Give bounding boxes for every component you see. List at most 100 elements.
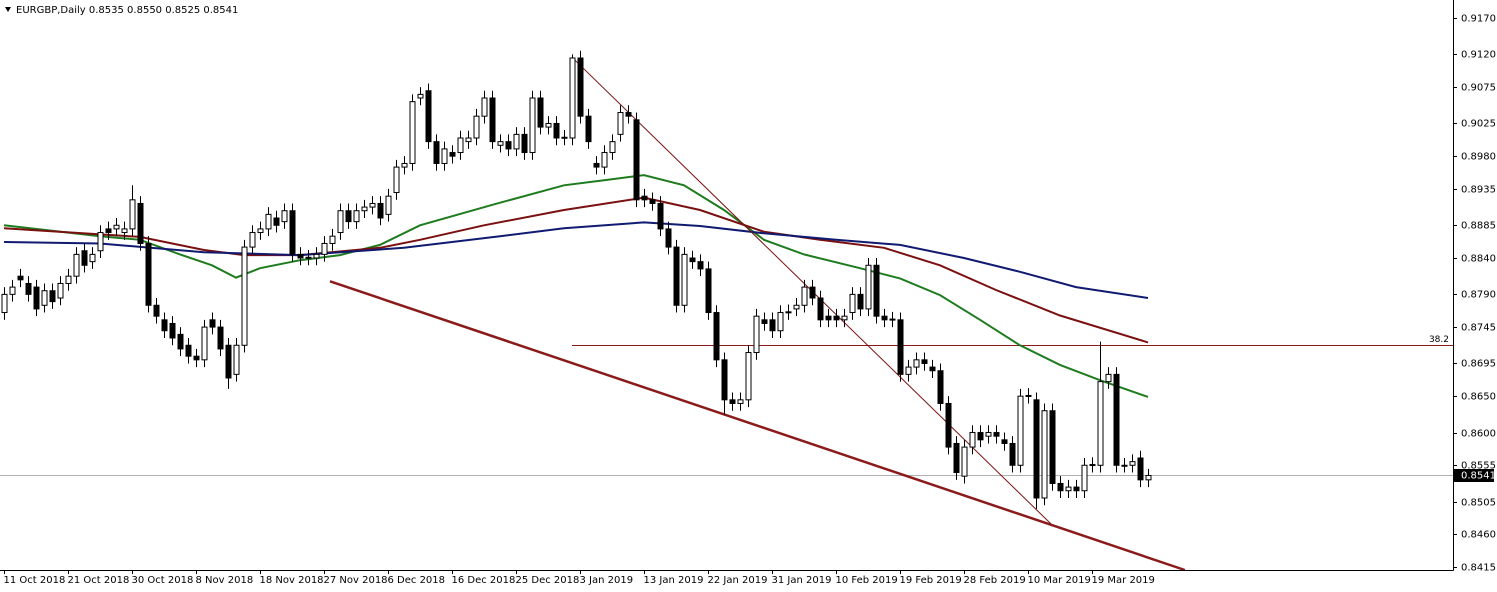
candle-body [385, 195, 392, 215]
candle-body [745, 352, 752, 401]
candle-body [401, 162, 408, 168]
candle-body [697, 261, 704, 270]
y-tick-label: 0.8935 [1461, 185, 1496, 196]
candle-body [753, 315, 760, 354]
y-tick-label: 0.8885 [1461, 221, 1496, 232]
candle-body [905, 366, 912, 375]
candle-body [1033, 399, 1040, 499]
candle-body [633, 119, 640, 201]
y-tick-label: 0.8505 [1461, 498, 1496, 509]
candle-body [1129, 461, 1136, 466]
trend-line [329, 280, 1186, 572]
candle-body [641, 195, 648, 201]
candle-body [49, 290, 56, 303]
candle-body [521, 133, 528, 154]
moving-average-line [3, 196, 1149, 344]
candle-body [873, 264, 880, 317]
candle-body [673, 246, 680, 306]
candle-body [961, 446, 968, 477]
candle-body [1097, 381, 1104, 466]
candle-body [617, 112, 624, 135]
x-tick-label: 27 Nov 2018 [324, 575, 388, 586]
y-tick-label: 0.9025 [1461, 119, 1496, 130]
candle-body [337, 210, 344, 234]
candle-body [305, 256, 312, 259]
candle-body [545, 122, 552, 128]
candle-body [681, 253, 688, 306]
candle-body [729, 399, 736, 404]
candle-body [737, 399, 744, 404]
candle-body [505, 141, 512, 150]
candle-body [17, 275, 24, 281]
candle-body [577, 57, 584, 117]
candle-body [257, 228, 264, 234]
y-tick-label: 0.8650 [1461, 392, 1496, 403]
y-tick-label: 0.8790 [1461, 290, 1496, 301]
candle-body [929, 366, 936, 372]
candle-body [361, 206, 368, 212]
candle-body [761, 319, 768, 324]
candle-body [1073, 486, 1080, 492]
candle-body [529, 97, 536, 154]
candle-body [849, 293, 856, 314]
candle-body [425, 90, 432, 143]
candle-body [1065, 486, 1072, 492]
candle-body [609, 141, 616, 154]
candle-body [569, 57, 576, 139]
candle-body [921, 359, 928, 364]
x-tick-label: 30 Oct 2018 [132, 575, 194, 586]
candle-body [265, 213, 272, 230]
candle-body [137, 202, 144, 244]
candle-body [449, 152, 456, 157]
candle-body [1, 293, 8, 314]
candle-body [953, 442, 960, 474]
x-tick-label: 10 Feb 2019 [836, 575, 898, 586]
candle-body [473, 115, 480, 139]
last-price-label: 0.8541 [1461, 471, 1496, 482]
candle-body [145, 242, 152, 306]
candle-body [897, 319, 904, 375]
last-price-box [1454, 469, 1494, 482]
candle-body [809, 286, 816, 299]
candle-body [1105, 373, 1112, 383]
candles [1, 50, 1152, 509]
candle-body [585, 115, 592, 143]
candle-body [857, 293, 864, 310]
y-tick-label: 0.8460 [1461, 530, 1496, 541]
candle-body [345, 210, 352, 223]
candle-body [249, 232, 256, 248]
candle-body [1049, 410, 1056, 484]
candle-body [225, 344, 232, 379]
y-tick-label: 0.9075 [1461, 83, 1496, 94]
candle-body [329, 235, 336, 244]
x-tick-label: 11 Oct 2018 [4, 575, 66, 586]
candle-body [273, 217, 280, 226]
candle-body [881, 315, 888, 321]
candle-body [113, 224, 120, 230]
candle-body [689, 257, 696, 263]
candle-body [801, 286, 808, 306]
candle-body [1009, 442, 1016, 466]
candle-body [161, 319, 168, 332]
x-tick-label: 22 Jan 2019 [708, 575, 768, 586]
candle-body [89, 253, 96, 263]
candle-body [9, 286, 16, 295]
candle-body [25, 282, 32, 295]
candle-body [105, 228, 112, 234]
candle-body [241, 246, 248, 346]
candle-body [97, 232, 104, 252]
menu-arrow-icon[interactable] [5, 7, 11, 12]
candle-body [1041, 410, 1048, 499]
candle-body [73, 253, 80, 277]
candle-body [497, 141, 504, 146]
x-tick-label: 21 Oct 2018 [68, 575, 130, 586]
candle-body [1137, 457, 1144, 481]
x-tick-label: 31 Jan 2019 [772, 575, 832, 586]
candle-body [937, 370, 944, 404]
candle-body [377, 202, 384, 219]
candle-body [81, 250, 88, 266]
y-tick-label: 0.9120 [1461, 50, 1496, 61]
